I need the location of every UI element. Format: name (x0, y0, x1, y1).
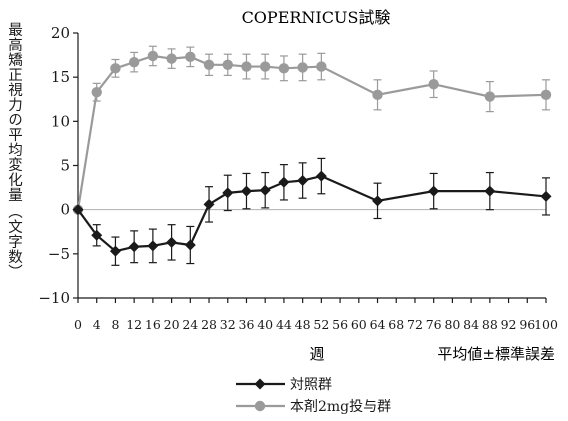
x-tick-label: 96 (519, 317, 535, 332)
data-point-treatment (241, 61, 252, 72)
data-point-control (203, 198, 215, 210)
series-line-treatment (76, 54, 547, 210)
error-note: 平均値±標準誤差 (437, 345, 555, 363)
x-tick-label: 44 (276, 317, 292, 332)
data-point-control (222, 187, 234, 199)
data-point-treatment (203, 59, 215, 70)
data-point-control (240, 185, 252, 197)
x-tick-label: 56 (332, 317, 348, 332)
y-tick-label: 0 (60, 201, 70, 219)
series-treatment (72, 45, 552, 215)
x-tick-label: 40 (257, 317, 273, 332)
data-point-treatment (278, 63, 290, 74)
y-tick-label: 10 (51, 112, 70, 130)
chart-title: COPERNICUS試験 (242, 8, 391, 27)
data-point-control (428, 185, 440, 197)
y-tick-label: 5 (60, 157, 70, 175)
data-point-treatment (316, 61, 327, 72)
x-tick-label: 88 (482, 317, 498, 332)
x-tick-label: 12 (126, 317, 142, 332)
x-tick-label: 36 (239, 317, 255, 332)
data-point-control (147, 240, 159, 252)
data-point-treatment (428, 79, 439, 90)
data-point-control (109, 245, 121, 257)
data-point-control (91, 229, 103, 241)
data-point-control (166, 236, 178, 248)
x-tick-label: 68 (388, 317, 404, 332)
legend-item-control: 対照群 (236, 377, 332, 393)
x-tick-label: 20 (164, 317, 180, 332)
x-tick-label: 100 (534, 317, 558, 332)
data-point-treatment (110, 63, 121, 74)
data-point-control (184, 239, 196, 251)
x-tick-label: 28 (201, 317, 217, 332)
x-tick-label: 76 (426, 317, 442, 332)
data-point-control (540, 190, 552, 202)
y-axis-label-unit: （文字数） (6, 204, 22, 279)
x-tick-label: 92 (501, 317, 517, 332)
y-axis-label: 最高矯正視力の平均変化量 （文字数） (6, 22, 28, 279)
data-point-treatment (166, 53, 177, 64)
y-tick-label: 15 (51, 68, 70, 86)
x-tick-label: 32 (220, 317, 236, 332)
series-control (72, 157, 552, 266)
y-tick-label: −10 (38, 289, 70, 307)
x-tick-label: 4 (93, 317, 101, 332)
legend-label: 本剤2mg投与群 (290, 399, 391, 415)
x-tick-label: 52 (313, 317, 329, 332)
data-point-treatment (185, 51, 196, 63)
x-tick-label: 72 (407, 317, 423, 332)
data-point-control (278, 176, 290, 188)
y-tick-label: 20 (51, 24, 70, 42)
legend-item-treatment: 本剤2mg投与群 (236, 399, 391, 415)
x-tick-label: 84 (463, 317, 479, 332)
y-axis-label-main: 最高矯正視力の平均変化量 (6, 22, 22, 202)
data-point-treatment (222, 59, 233, 70)
data-point-control (297, 175, 309, 187)
data-point-treatment (540, 89, 552, 101)
data-point-control (128, 241, 140, 253)
data-point-treatment (91, 86, 102, 98)
data-point-control (484, 185, 496, 197)
legend-marker (254, 400, 266, 412)
data-point-control (72, 204, 84, 216)
data-point-control (315, 170, 327, 182)
legend-label: 対照群 (290, 377, 332, 393)
x-tick-label: 48 (295, 317, 311, 332)
x-tick-label: 24 (182, 317, 198, 332)
series-line-control (77, 174, 547, 253)
x-axis-label: 週 (309, 345, 324, 363)
x-tick-label: 60 (351, 317, 367, 332)
data-point-treatment (484, 91, 496, 102)
data-point-treatment (147, 50, 159, 62)
x-tick-label: 8 (111, 317, 119, 332)
data-point-control (372, 195, 384, 207)
data-point-control (259, 184, 271, 196)
x-tick-label: 64 (370, 317, 386, 332)
legend-marker (254, 378, 266, 390)
x-tick-label: 0 (74, 317, 82, 332)
x-tick-label: 80 (444, 317, 460, 332)
data-point-treatment (128, 56, 140, 68)
data-point-treatment (372, 89, 383, 101)
data-point-treatment (297, 62, 308, 73)
x-tick-label: 16 (145, 317, 161, 332)
data-point-treatment (260, 61, 271, 72)
series-layer (72, 45, 552, 266)
y-tick-label: −5 (48, 245, 70, 263)
